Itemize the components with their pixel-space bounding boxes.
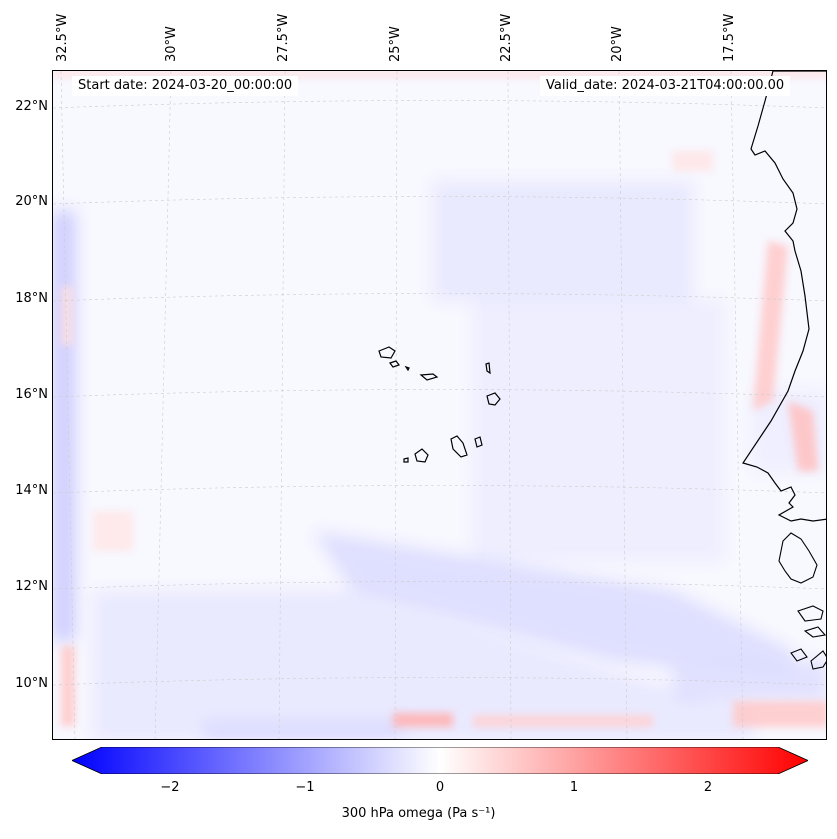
cape-verde-islands <box>378 346 501 463</box>
lon-label-22-5w: 22.5°W <box>499 13 514 62</box>
lon-label-30w: 30°W <box>164 26 179 62</box>
colorbar-label: 300 hPa omega (Pa s⁻¹) <box>341 806 496 821</box>
lon-label-20w: 20°W <box>610 26 625 62</box>
lat-label-22n: 22°N <box>15 99 48 114</box>
colorbar-tick-minus-2: −2 <box>160 780 180 795</box>
lat-label-14n: 14°N <box>15 483 48 498</box>
omega-field-map <box>53 71 826 739</box>
colorbar-tick-0: 0 <box>435 780 445 795</box>
lat-label-16n: 16°N <box>15 387 48 402</box>
valid-date-label: Valid_date: 2024-03-21T04:00:00.00 <box>540 76 791 96</box>
lon-label-17-5w: 17.5°W <box>722 13 737 62</box>
lon-label-25w: 25°W <box>388 26 403 62</box>
colorbar-tick-2: 2 <box>703 780 713 795</box>
positive-omega-patches <box>53 71 826 727</box>
map-panel <box>52 70 827 740</box>
start-date-label: Start date: 2024-03-20_00:00:00 <box>72 76 299 96</box>
lat-label-12n: 12°N <box>15 579 48 594</box>
lon-label-32-5w: 32.5°W <box>55 13 70 62</box>
lat-label-10n: 10°N <box>15 676 48 691</box>
colorbar-tick-minus-1: −1 <box>295 780 315 795</box>
lon-label-27-5w: 27.5°W <box>276 13 291 62</box>
west-african-coastline <box>742 71 826 522</box>
colorbar <box>72 747 808 774</box>
colorbar-gradient <box>72 747 808 774</box>
negative-omega-patches <box>53 181 826 739</box>
lat-label-20n: 20°N <box>15 194 48 209</box>
graticule <box>53 71 826 739</box>
colorbar-tick-1: 1 <box>569 780 579 795</box>
coastal-details <box>778 532 826 670</box>
lat-label-18n: 18°N <box>15 291 48 306</box>
